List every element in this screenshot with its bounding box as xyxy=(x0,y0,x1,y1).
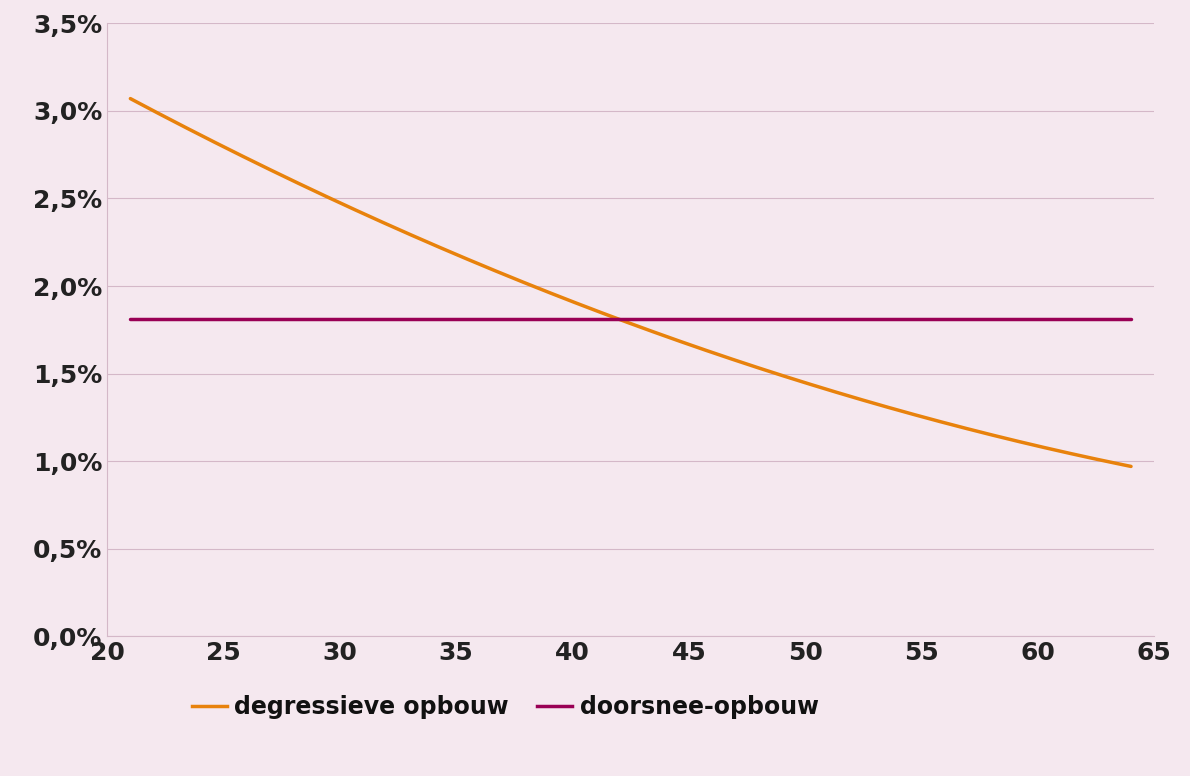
Legend: degressieve opbouw, doorsnee-opbouw: degressieve opbouw, doorsnee-opbouw xyxy=(182,686,828,729)
